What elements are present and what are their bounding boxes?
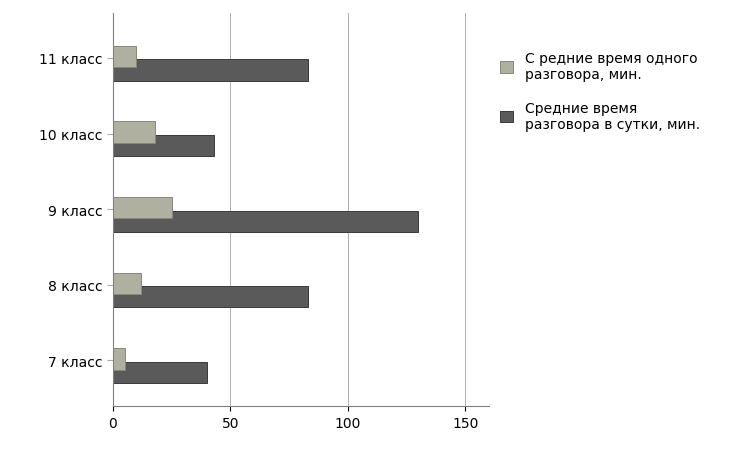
Bar [113, 47, 136, 68]
Bar [113, 349, 125, 370]
Legend: С редние время одного
разговора, мин., Средние время
разговора в сутки, мин.: С редние время одного разговора, мин., С… [499, 52, 699, 132]
Bar [113, 60, 308, 82]
Bar [113, 198, 171, 219]
Bar [113, 136, 214, 157]
Bar [113, 273, 141, 294]
Bar [113, 211, 418, 232]
Bar [113, 362, 207, 383]
Bar [113, 287, 308, 308]
Bar [113, 122, 155, 143]
